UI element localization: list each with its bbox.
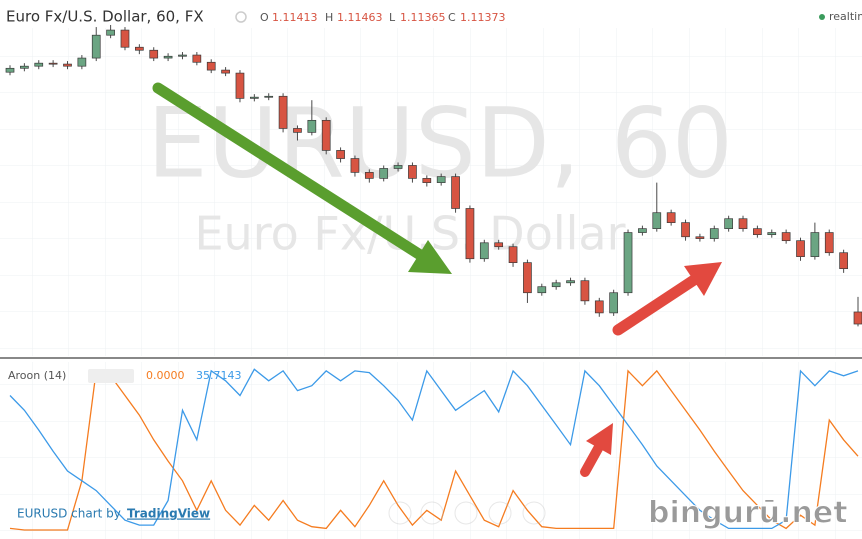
indicator-value: 0.0000 (146, 369, 185, 382)
candle-body (163, 55, 173, 59)
candle-body (408, 165, 417, 179)
candle-body (580, 280, 590, 302)
candle-body (293, 128, 302, 133)
candle-body (192, 54, 202, 63)
candle-body (666, 212, 676, 223)
candle-body (264, 95, 274, 98)
candle-body (379, 168, 389, 179)
candle-body (178, 54, 187, 57)
candle-body (63, 63, 72, 67)
candle-body (566, 280, 575, 284)
green-arrow (152, 82, 452, 274)
candle-body (451, 176, 460, 209)
candle-body (824, 232, 834, 254)
quote-value: 1.11463 (337, 11, 383, 24)
candle-body (767, 232, 777, 236)
quote-label: O (260, 11, 269, 24)
aroon-line (9, 369, 859, 531)
candle-body (364, 172, 374, 179)
candle-body (206, 61, 216, 71)
candle-body (724, 218, 733, 229)
candle-body (594, 300, 604, 314)
candle-body (5, 67, 15, 73)
candle-body (249, 96, 259, 99)
candle-body (609, 292, 619, 314)
candle-body (336, 150, 345, 159)
candle-body (537, 286, 547, 294)
candles (5, 24, 862, 327)
quote-label: L (389, 11, 396, 24)
quote-value: 1.11413 (272, 11, 318, 24)
status: realtim (829, 10, 862, 23)
eye-icon[interactable] (235, 11, 247, 23)
candle-body (20, 65, 29, 69)
candle-body (307, 119, 317, 133)
candle-body (135, 46, 144, 51)
candle-body (810, 232, 820, 257)
candle-body (796, 240, 805, 257)
quote-value: 1.11373 (460, 11, 506, 24)
aroon-line (9, 368, 859, 530)
candle-body (494, 242, 504, 248)
candle-body (77, 57, 87, 67)
candle-body (34, 62, 44, 67)
candle-body (48, 62, 58, 65)
candle-body (652, 212, 662, 229)
candle-body (638, 228, 647, 233)
candle-body (623, 232, 633, 294)
candle-body (393, 165, 403, 169)
candle-body (465, 208, 475, 260)
candle-body (781, 232, 791, 242)
candle-body (350, 158, 360, 173)
red-arrow-small (580, 423, 613, 477)
candle-body (91, 34, 101, 59)
indicator-buttons[interactable] (88, 369, 134, 383)
candle-body (709, 228, 719, 239)
indicator-name: Aroon (14) (8, 369, 66, 382)
candle-body (321, 119, 331, 151)
site-watermark: bingurū.net (648, 496, 848, 531)
aroon-lines (9, 368, 859, 531)
candle-body (436, 176, 446, 183)
candle-body (235, 72, 245, 99)
zoom-controls[interactable] (388, 501, 546, 525)
footer-text: EURUSD chart by (17, 507, 121, 521)
candle-body (106, 29, 115, 36)
candle-body (523, 262, 532, 294)
candle-body (221, 69, 230, 74)
price-grid (0, 28, 862, 356)
candle-body (839, 252, 848, 270)
candle-body (149, 49, 159, 59)
candle-body (695, 236, 705, 239)
footer-link[interactable]: TradingView (127, 507, 210, 521)
candle-body (278, 95, 288, 129)
candle-body (422, 178, 432, 183)
quote-label: C (448, 11, 456, 24)
candle-body (479, 242, 489, 260)
red-arrow (612, 262, 722, 336)
symbol-title: Euro Fx/U.S. Dollar, 60, FX (6, 8, 204, 26)
candle-body (120, 29, 130, 48)
status-dot (819, 14, 825, 20)
candle-body (508, 246, 518, 263)
candle-body (853, 311, 862, 325)
candle-body (738, 218, 748, 229)
indicator-grid (0, 362, 862, 539)
indicator-value: 35.7143 (196, 369, 242, 382)
candle-body (551, 282, 561, 288)
candle-body (753, 228, 762, 236)
candle-body (681, 222, 690, 238)
quote-label: H (325, 11, 333, 24)
quote-value: 1.11365 (400, 11, 446, 24)
